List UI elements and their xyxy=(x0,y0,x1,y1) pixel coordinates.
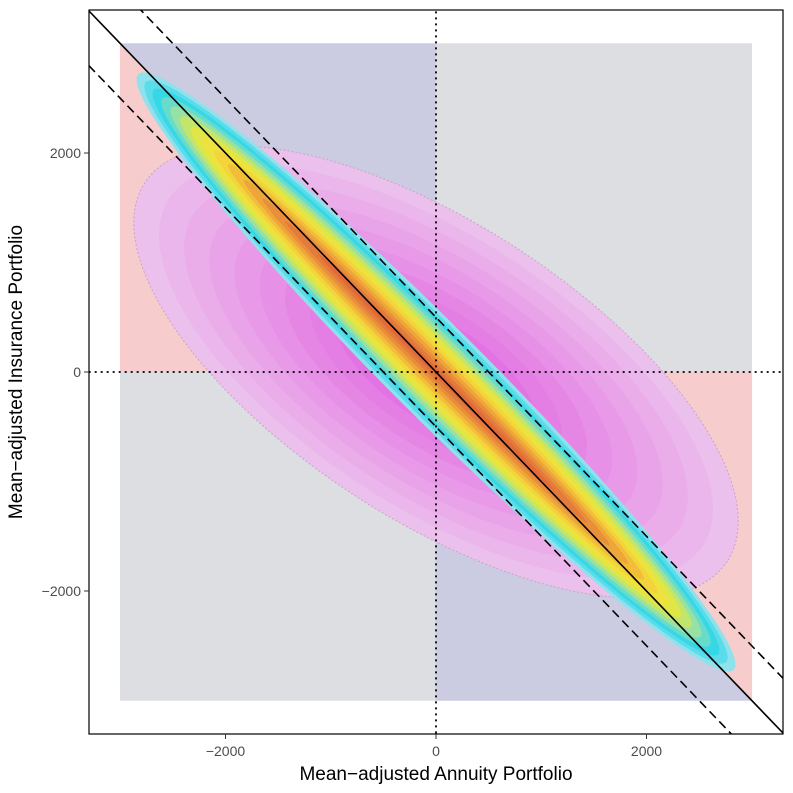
x-tick-label-1: −2000 xyxy=(206,743,246,759)
y-tick-label-2: 0 xyxy=(73,364,81,380)
reference-lines xyxy=(89,10,783,734)
x-axis-title: Mean−adjusted Annuity Portfolio xyxy=(299,764,572,785)
y-tick-label-1: 2000 xyxy=(50,145,81,161)
axes: −2000 0 2000 2000 0 −2000 xyxy=(42,145,663,759)
x-tick-label-3: 2000 xyxy=(631,743,662,759)
x-tick-label-2: 0 xyxy=(432,743,440,759)
y-axis-title: Mean−adjusted Insurance Portfolio xyxy=(6,225,27,519)
y-tick-label-3: −2000 xyxy=(42,583,82,599)
